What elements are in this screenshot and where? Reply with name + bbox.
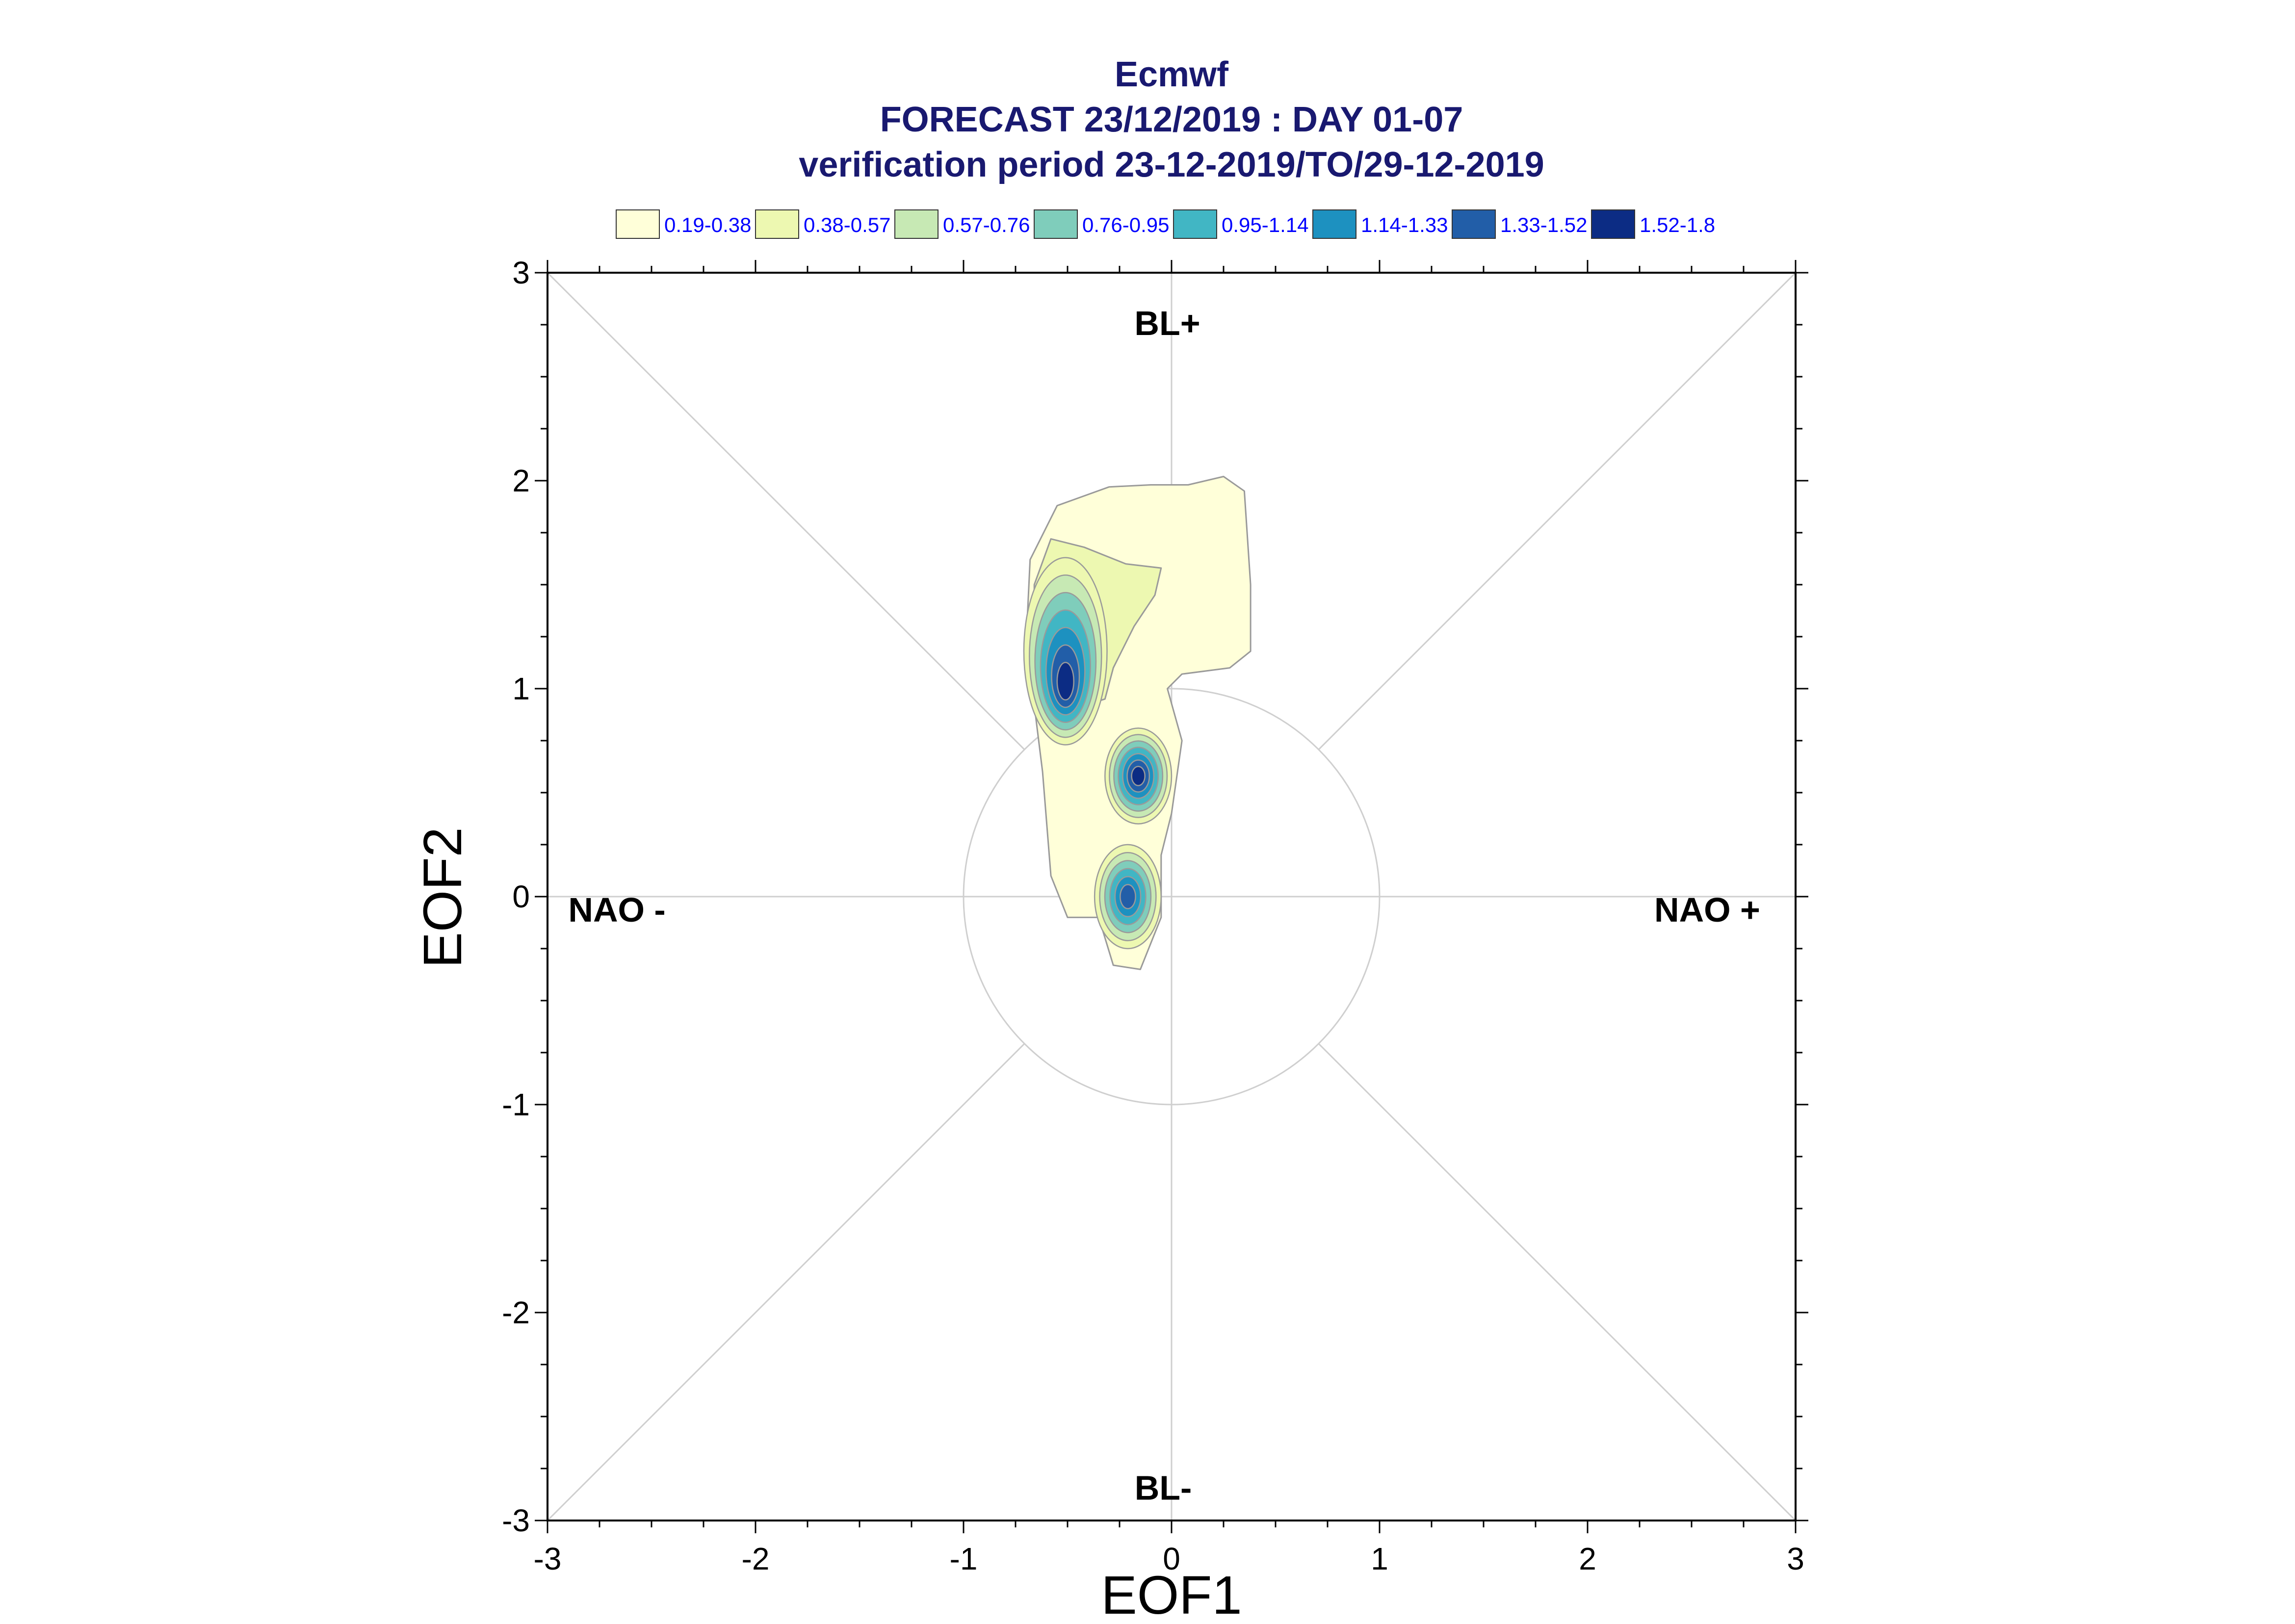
quadrant-label-nao-minus: NAO - [568, 891, 665, 929]
diagonal-line-ne [1318, 273, 1796, 750]
y-tick-label: 3 [512, 255, 530, 290]
y-tick-label: -2 [502, 1295, 530, 1330]
x-tick-label: 1 [1371, 1541, 1388, 1576]
x-tick-label: -2 [742, 1541, 770, 1576]
x-tick-label: 3 [1787, 1541, 1804, 1576]
legend-swatch [755, 209, 799, 239]
y-tick-label: 2 [512, 463, 530, 498]
quadrant-label-bl-plus: BL+ [1134, 304, 1200, 342]
axes: -3 -2 -1 0 1 2 3 -3 -2 -1 0 1 2 3 BL+ BL- NAO - NAO + [502, 255, 1808, 1576]
title-line-1: Ecmwf [1115, 55, 1229, 94]
y-tick-label: 1 [512, 671, 530, 706]
legend-label: 0.38-0.57 [804, 213, 890, 236]
legend-label: 0.76-0.95 [1082, 213, 1169, 236]
chart-title: Ecmwf FORECAST 23/12/2019 : DAY 01-07 ve… [799, 55, 1544, 184]
diagonal-line-se [1318, 1043, 1796, 1521]
x-tick-label: 2 [1579, 1541, 1596, 1576]
plot-area [548, 273, 1796, 1521]
legend-swatch [1034, 209, 1078, 239]
quadrant-label-bl-minus: BL- [1135, 1469, 1192, 1507]
legend-swatch [894, 209, 939, 239]
x-tick-label: 0 [1163, 1541, 1180, 1576]
legend-swatch [1452, 209, 1496, 239]
legend-swatch [1312, 209, 1356, 239]
x-tick-label: -1 [950, 1541, 978, 1576]
x-tick-label: -3 [534, 1541, 562, 1576]
contour-ellipse [1131, 766, 1146, 786]
reference-circle [963, 688, 1381, 1106]
quadrant-label-nao-plus: NAO + [1654, 891, 1760, 929]
legend-label: 1.14-1.33 [1361, 213, 1448, 236]
y-tick-label: 0 [512, 879, 530, 914]
legend: 0.19-0.38 0.38-0.57 0.57-0.76 0.76-0.95 0.95… [616, 209, 1715, 239]
y-axis-title: EOF2 [413, 827, 473, 968]
title-line-2: FORECAST 23/12/2019 : DAY 01-07 [880, 100, 1463, 139]
legend-swatch [1173, 209, 1217, 239]
legend-label: 0.57-0.76 [943, 213, 1030, 236]
legend-label: 1.33-1.52 [1500, 213, 1587, 236]
density-contours [1023, 476, 1252, 970]
legend-label: 0.19-0.38 [664, 213, 751, 236]
diagonal-line-nw [548, 273, 1025, 750]
y-tick-label: -1 [502, 1087, 530, 1122]
legend-swatch [1591, 209, 1635, 239]
legend-swatch [616, 209, 660, 239]
plot-inner [548, 273, 1796, 1521]
y-tick-label: -3 [502, 1503, 530, 1538]
legend-label: 1.52-1.8 [1640, 213, 1715, 236]
contour-ellipse [1056, 662, 1074, 701]
diagonal-line-sw [548, 1043, 1025, 1521]
x-axis-title: EOF1 [1101, 1565, 1242, 1624]
legend-label: 0.95-1.14 [1222, 213, 1308, 236]
title-line-3: verification period 23-12-2019/TO/29-12-… [799, 145, 1544, 184]
contour-ellipse [1120, 884, 1136, 909]
